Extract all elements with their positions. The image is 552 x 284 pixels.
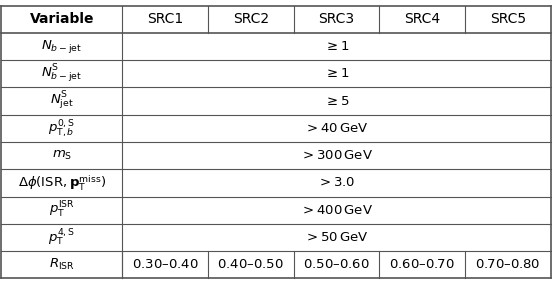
Text: SRC1: SRC1 xyxy=(147,12,183,26)
Text: $0.70$–0.80: $0.70$–0.80 xyxy=(475,258,540,271)
Text: $0.50$–0.60: $0.50$–0.60 xyxy=(303,258,370,271)
Text: $> 50\,\mathrm{GeV}$: $> 50\,\mathrm{GeV}$ xyxy=(304,231,369,244)
Text: $0.60$–0.70: $0.60$–0.70 xyxy=(389,258,455,271)
Text: $> 40\,\mathrm{GeV}$: $> 40\,\mathrm{GeV}$ xyxy=(304,122,369,135)
Text: $\geq 1$: $\geq 1$ xyxy=(323,40,349,53)
Text: SRC3: SRC3 xyxy=(319,12,354,26)
Text: $> 400\,\mathrm{GeV}$: $> 400\,\mathrm{GeV}$ xyxy=(300,204,373,217)
Text: $p_{\mathrm{T}}^{\mathrm{ISR}}$: $p_{\mathrm{T}}^{\mathrm{ISR}}$ xyxy=(49,200,75,220)
Text: $p_{\mathrm{T},b}^{0,\mathrm{S}}$: $p_{\mathrm{T},b}^{0,\mathrm{S}}$ xyxy=(48,117,75,139)
Text: $\Delta\phi(\mathrm{ISR}, \mathbf{p}_{\mathrm{T}}^{\mathrm{miss}})$: $\Delta\phi(\mathrm{ISR}, \mathbf{p}_{\m… xyxy=(18,173,106,193)
Text: SRC5: SRC5 xyxy=(490,12,526,26)
Text: $R_{\mathrm{ISR}}$: $R_{\mathrm{ISR}}$ xyxy=(49,257,75,272)
Text: $0.40$–0.50: $0.40$–0.50 xyxy=(217,258,284,271)
Text: $p_{\mathrm{T}}^{4,\mathrm{S}}$: $p_{\mathrm{T}}^{4,\mathrm{S}}$ xyxy=(48,227,75,248)
Text: $> 300\,\mathrm{GeV}$: $> 300\,\mathrm{GeV}$ xyxy=(300,149,373,162)
Text: $\geq 5$: $\geq 5$ xyxy=(323,95,349,108)
Text: $m_{\mathrm{S}}$: $m_{\mathrm{S}}$ xyxy=(52,149,72,162)
Text: Variable: Variable xyxy=(30,12,94,26)
Text: SRC2: SRC2 xyxy=(233,12,269,26)
Text: $N_{b-\mathrm{jet}}^{\mathrm{S}}$: $N_{b-\mathrm{jet}}^{\mathrm{S}}$ xyxy=(41,63,82,85)
Text: $N_{\mathrm{jet}}^{\mathrm{S}}$: $N_{\mathrm{jet}}^{\mathrm{S}}$ xyxy=(50,90,73,112)
Text: $0.30$–0.40: $0.30$–0.40 xyxy=(132,258,198,271)
Text: $\geq 1$: $\geq 1$ xyxy=(323,67,349,80)
Text: $N_{b-\mathrm{jet}}$: $N_{b-\mathrm{jet}}$ xyxy=(41,38,82,55)
Text: SRC4: SRC4 xyxy=(404,12,440,26)
Text: $> 3.0$: $> 3.0$ xyxy=(317,176,355,189)
